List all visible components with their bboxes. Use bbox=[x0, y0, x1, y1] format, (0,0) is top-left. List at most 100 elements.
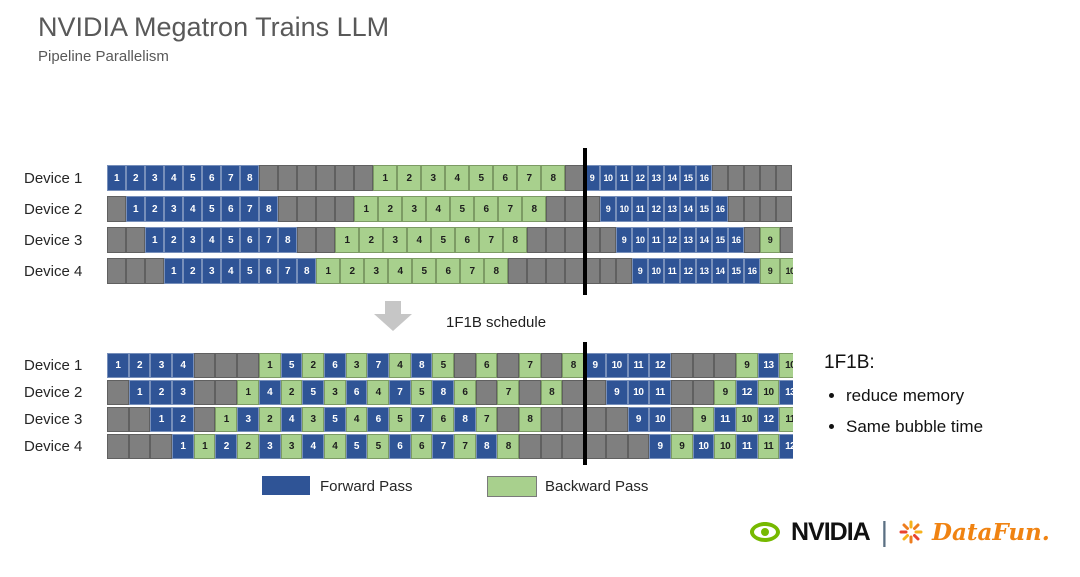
backward-cell: 4 bbox=[388, 353, 411, 378]
idle-cell bbox=[562, 380, 585, 405]
forward-cell: 3 bbox=[183, 227, 202, 253]
forward-cell: 16 bbox=[728, 227, 744, 253]
device-labels: Device 1 Device 2 Device 3 Device 4 bbox=[24, 353, 107, 461]
backward-cell: 9 bbox=[714, 380, 736, 405]
idle-cell bbox=[600, 258, 616, 284]
idle-cell bbox=[546, 227, 565, 253]
idle-cell bbox=[584, 407, 606, 432]
forward-cell: 10 bbox=[616, 196, 632, 222]
idle-cell bbox=[316, 165, 335, 191]
backward-cell: 1 bbox=[316, 258, 340, 284]
backward-cell: 10 bbox=[780, 258, 793, 284]
schedule-row: 121324354657687891091110121113 bbox=[107, 407, 793, 432]
forward-cell: 15 bbox=[728, 258, 744, 284]
nvidia-wordmark: NVIDIA bbox=[791, 517, 871, 546]
forward-cell: 2 bbox=[145, 196, 164, 222]
forward-cell: 15 bbox=[712, 227, 728, 253]
backward-cell: 8 bbox=[540, 380, 563, 405]
slide-subtitle: Pipeline Parallelism bbox=[38, 48, 169, 65]
backward-cell: 10 bbox=[757, 380, 780, 405]
forward-legend-label: Forward Pass bbox=[320, 478, 413, 495]
backward-cell: 5 bbox=[388, 407, 411, 432]
forward-cell: 1 bbox=[107, 353, 129, 378]
idle-cell bbox=[278, 196, 297, 222]
logo-separator: | bbox=[880, 516, 889, 547]
forward-cell: 2 bbox=[172, 407, 194, 432]
forward-cell: 13 bbox=[664, 196, 680, 222]
backward-cell: 1 bbox=[373, 165, 397, 191]
forward-cell: 12 bbox=[779, 434, 793, 459]
device-labels: Device 1 Device 2 Device 3 Device 4 bbox=[24, 165, 107, 289]
backward-cell: 2 bbox=[340, 258, 364, 284]
idle-cell bbox=[562, 407, 585, 432]
forward-cell: 5 bbox=[302, 380, 324, 405]
device-label: Device 3 bbox=[24, 411, 83, 428]
idle-cell bbox=[297, 165, 316, 191]
forward-cell: 7 bbox=[240, 196, 259, 222]
backward-cell: 9 bbox=[735, 353, 758, 378]
backward-cell: 6 bbox=[410, 434, 433, 459]
forward-cell: 9 bbox=[616, 227, 632, 253]
forward-cell: 2 bbox=[150, 380, 173, 405]
idle-cell bbox=[297, 227, 316, 253]
forward-cell: 1 bbox=[150, 407, 173, 432]
arrow-label: 1F1B schedule bbox=[446, 314, 547, 331]
backward-cell: 5 bbox=[469, 165, 493, 191]
forward-cell: 9 bbox=[584, 353, 606, 378]
forward-cell: 4 bbox=[164, 165, 183, 191]
idle-cell bbox=[126, 258, 145, 284]
backward-cell: 8 bbox=[497, 434, 520, 459]
arrow-head bbox=[374, 314, 412, 331]
forward-cell: 11 bbox=[627, 353, 650, 378]
idle-cell bbox=[508, 258, 527, 284]
forward-cell: 6 bbox=[323, 353, 346, 378]
idle-cell bbox=[107, 407, 129, 432]
backward-cell: 1 bbox=[215, 407, 238, 432]
forward-cell: 13 bbox=[648, 165, 664, 191]
idle-cell bbox=[259, 165, 278, 191]
backward-cell: 3 bbox=[302, 407, 324, 432]
forward-cell: 12 bbox=[664, 227, 680, 253]
forward-cell: 4 bbox=[302, 434, 324, 459]
forward-cell: 5 bbox=[202, 196, 221, 222]
backward-cell: 1 bbox=[335, 227, 359, 253]
idle-cell bbox=[776, 196, 792, 222]
idle-cell bbox=[600, 227, 616, 253]
idle-cell bbox=[562, 434, 585, 459]
idle-cell bbox=[107, 227, 126, 253]
forward-cell: 16 bbox=[744, 258, 760, 284]
idle-cell bbox=[692, 353, 715, 378]
pipeline-flush-line bbox=[583, 148, 587, 295]
forward-cell: 10 bbox=[632, 227, 648, 253]
forward-cell: 7 bbox=[259, 227, 278, 253]
idle-cell bbox=[546, 258, 565, 284]
forward-cell: 5 bbox=[221, 227, 240, 253]
forward-cell: 6 bbox=[259, 258, 278, 284]
forward-cell: 5 bbox=[345, 434, 368, 459]
forward-cell: 6 bbox=[367, 407, 389, 432]
forward-cell: 6 bbox=[202, 165, 221, 191]
forward-cell: 10 bbox=[600, 165, 616, 191]
idle-cell bbox=[744, 165, 760, 191]
backward-cell: 1 bbox=[354, 196, 378, 222]
backward-cell: 1 bbox=[193, 434, 216, 459]
backward-cell: 8 bbox=[522, 196, 546, 222]
idle-cell bbox=[316, 196, 335, 222]
idle-cell bbox=[107, 258, 126, 284]
idle-cell bbox=[692, 380, 715, 405]
idle-cell bbox=[670, 407, 693, 432]
forward-cell: 10 bbox=[605, 353, 628, 378]
backward-cell: 11 bbox=[779, 407, 793, 432]
idle-cell bbox=[605, 434, 628, 459]
forward-cell: 15 bbox=[696, 196, 712, 222]
backward-cell: 9 bbox=[692, 407, 715, 432]
backward-cell: 3 bbox=[364, 258, 388, 284]
idle-cell bbox=[126, 227, 145, 253]
backward-cell: 7 bbox=[498, 196, 522, 222]
forward-cell: 3 bbox=[237, 407, 259, 432]
forward-cell: 3 bbox=[145, 165, 164, 191]
forward-cell: 11 bbox=[664, 258, 680, 284]
idle-cell bbox=[565, 227, 584, 253]
